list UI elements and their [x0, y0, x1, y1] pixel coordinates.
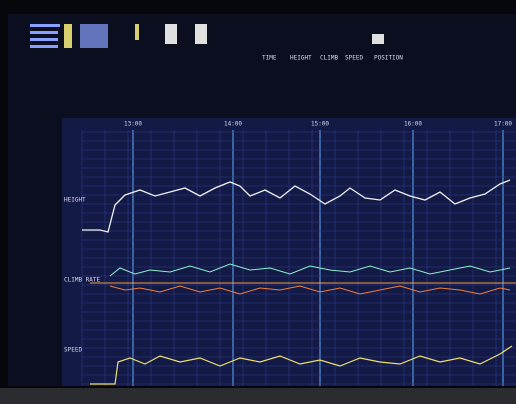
readout-label: SPEED	[345, 55, 363, 62]
time-label: 14:00	[224, 121, 242, 128]
panel-label: CLIMB RATE	[64, 277, 101, 284]
panel-label: SPEED	[64, 347, 82, 354]
monitor-frame	[0, 388, 516, 404]
readout-label: POSITION	[374, 55, 403, 62]
panel-labels: HEIGHT CLIMB RATE SPEED	[64, 197, 101, 354]
time-label: 13:00	[124, 121, 142, 128]
panel-label: HEIGHT	[64, 197, 86, 204]
time-label: 15:00	[311, 121, 329, 128]
readout-row: TIME HEIGHT CLIMB SPEED POSITION	[262, 55, 403, 62]
climb-trace-down	[109, 285, 511, 295]
climb-trace-up	[109, 263, 511, 277]
readout-label: CLIMB	[320, 55, 338, 62]
readout-label: TIME	[262, 55, 277, 62]
time-label: 16:00	[404, 121, 422, 128]
height-trace	[82, 179, 511, 233]
grid	[81, 130, 516, 386]
readout-label: HEIGHT	[290, 55, 312, 62]
speed-trace	[90, 345, 513, 385]
time-label: 17:00	[494, 121, 512, 128]
status-block	[30, 24, 384, 48]
time-axis: 13:00 14:00 15:00 16:00 17:00	[124, 121, 512, 128]
